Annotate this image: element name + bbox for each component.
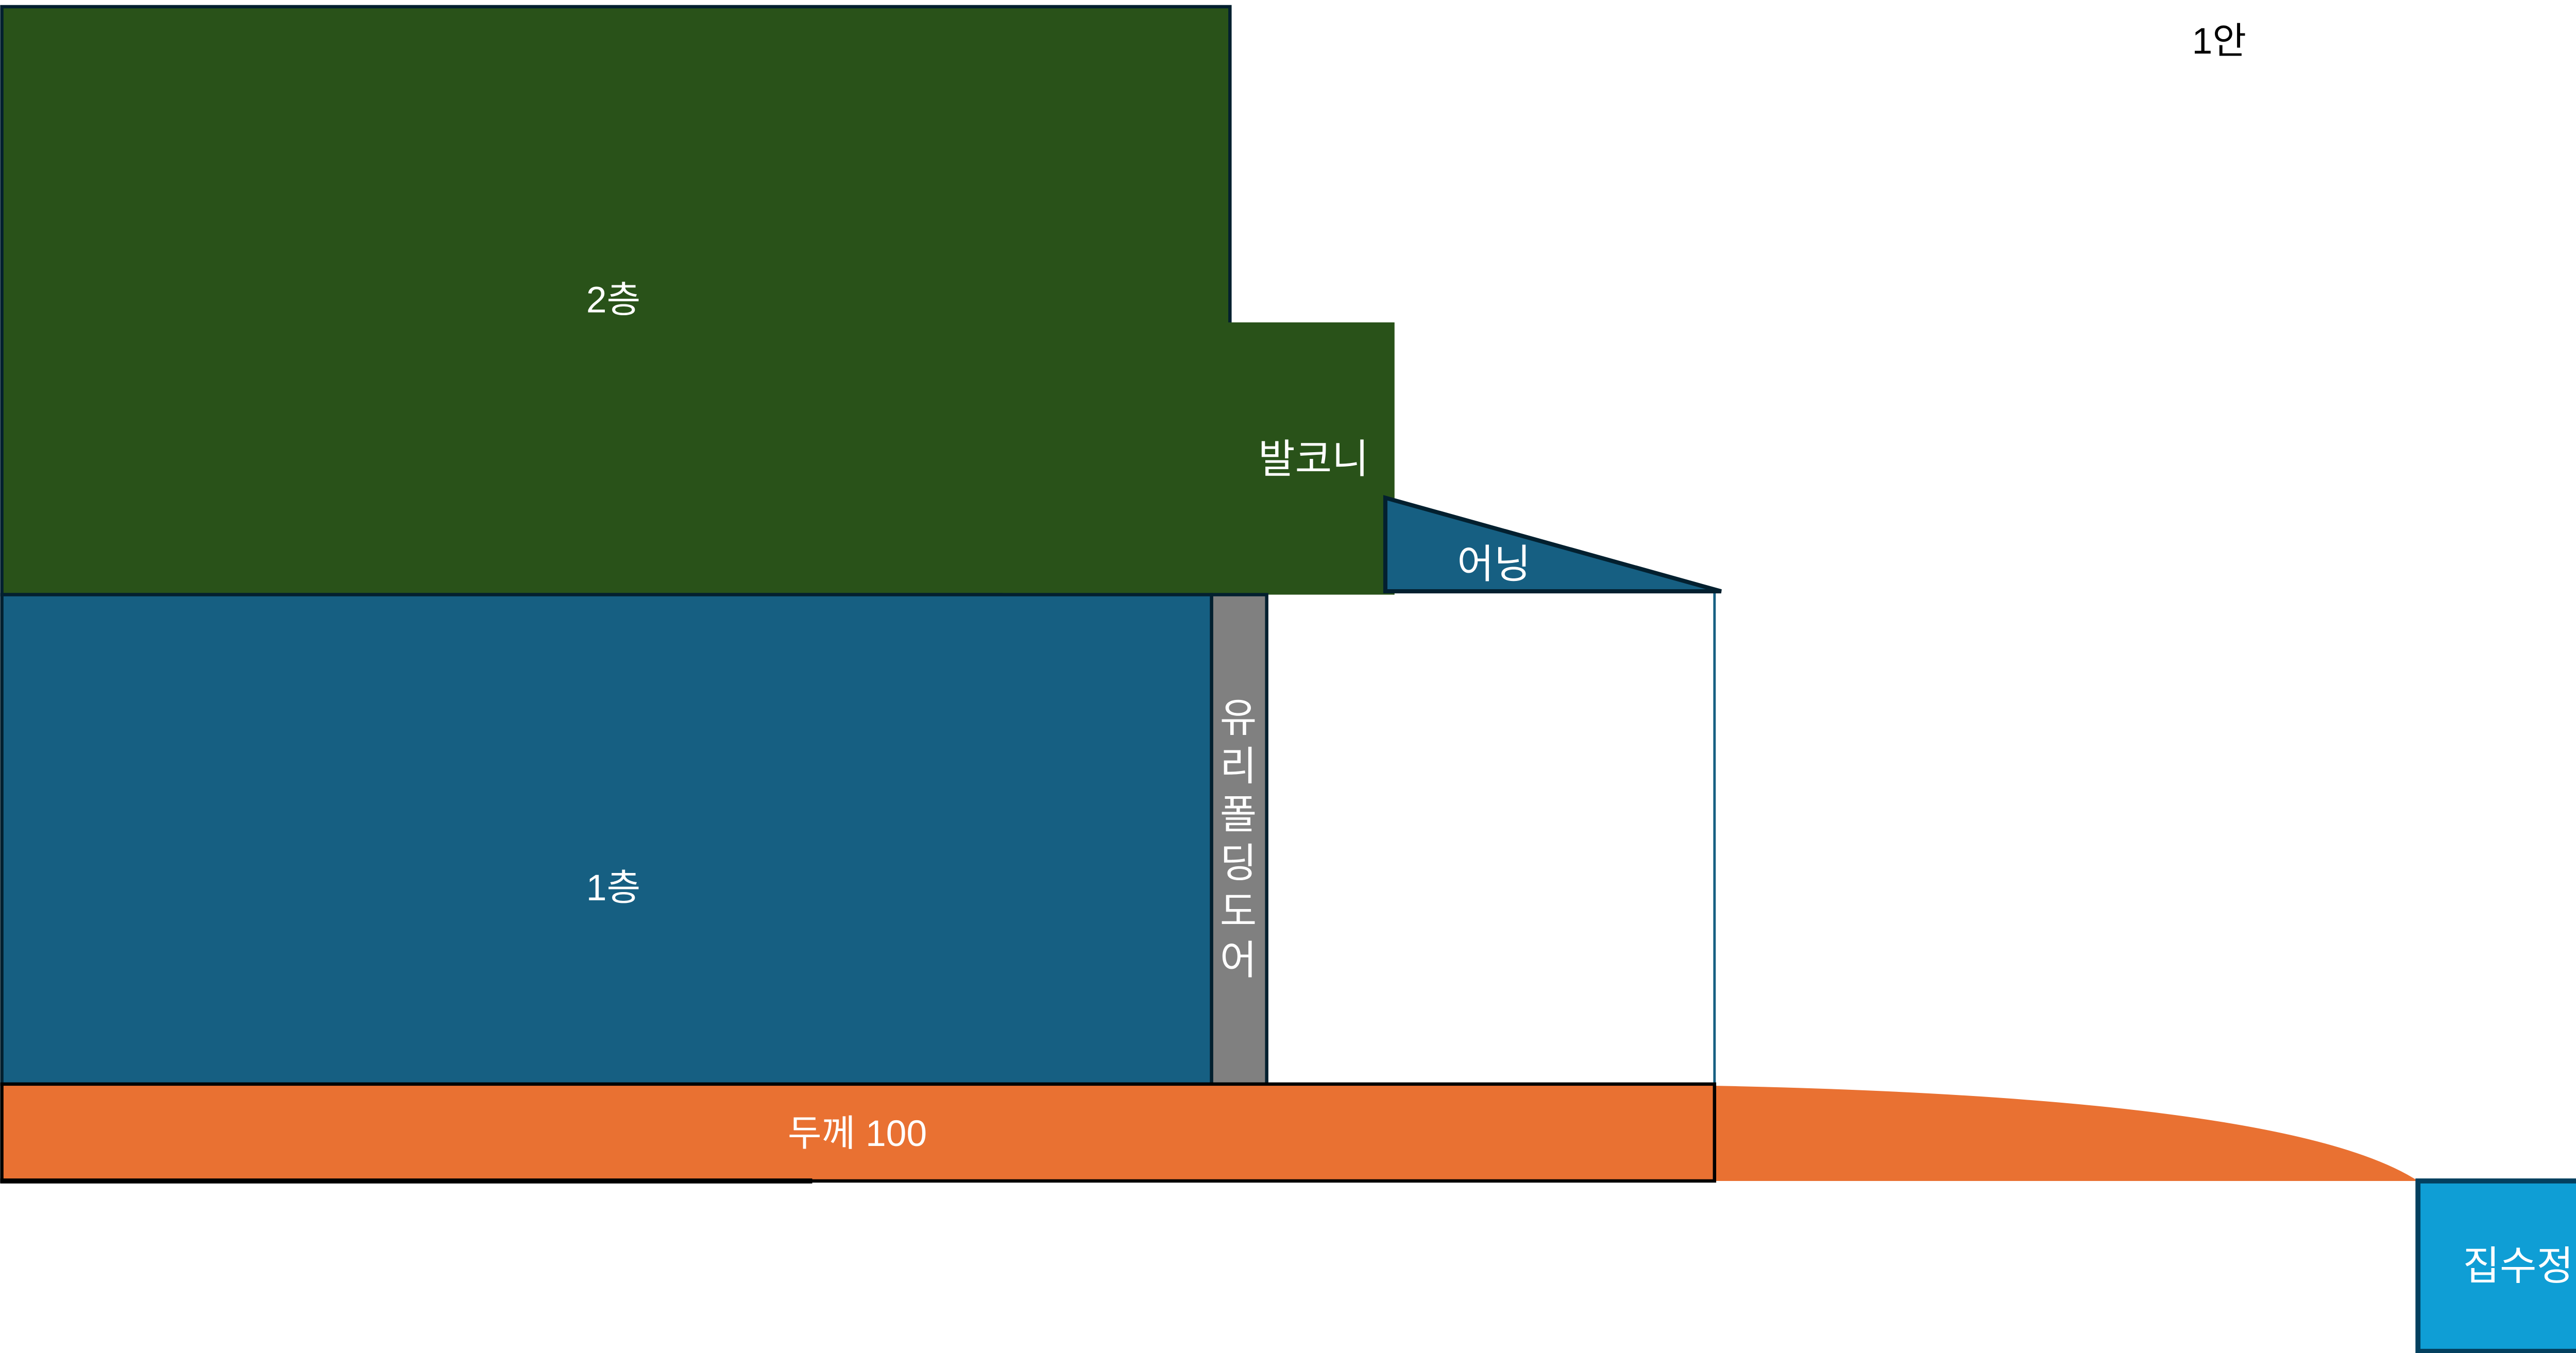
glass-door-char: 리 [1220, 745, 1257, 789]
glass-folding-door [1210, 593, 1268, 1086]
glass-door-char: 폴 [1220, 793, 1257, 837]
balcony-label: 발코니 [1258, 437, 1369, 482]
floor2-label: 2층 [586, 279, 640, 320]
floor1-block [0, 593, 1213, 1086]
glass-door-char: 어 [1220, 938, 1257, 983]
slab-label: 두께 100 [788, 1113, 927, 1154]
balcony-block [1003, 322, 1394, 595]
awning-label: 어닝 [1457, 542, 1531, 587]
glass-door-char: 딩 [1220, 842, 1257, 886]
catch-basin-block [2415, 1178, 2576, 1353]
title-label: 1안 [2192, 21, 2246, 62]
catch-basin-label: 집수정 [2463, 1244, 2573, 1288]
glass-door-label: 유 리 폴 딩 도 어 [1220, 696, 1257, 983]
glass-door-char: 유 [1220, 696, 1257, 741]
slab-curve [1714, 1086, 2418, 1181]
slab-block [0, 1082, 1717, 1183]
floor1-label: 1층 [586, 867, 640, 909]
awning-block [1383, 495, 1722, 594]
glass-door-char: 도 [1220, 890, 1257, 934]
